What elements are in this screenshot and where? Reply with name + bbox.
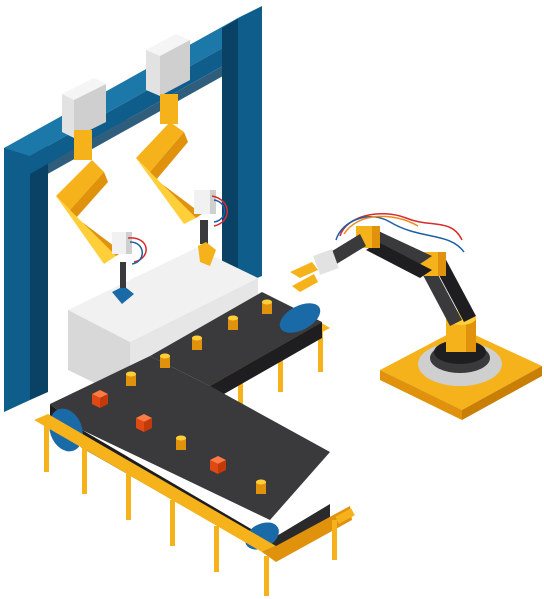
cylinder-item (126, 371, 136, 386)
cylinder-item (256, 479, 266, 494)
gantry-arm-left (56, 130, 147, 304)
belt-upper-edge (210, 322, 322, 402)
arm-right-wire (211, 195, 228, 227)
robot-base-joint-shade (466, 318, 476, 352)
carriage-left-top (62, 78, 106, 100)
robotic-arm (290, 212, 542, 420)
arm-left-lower-shade (70, 210, 122, 256)
robot-wire-orange (343, 215, 419, 235)
robot-base-plate-front (380, 370, 462, 420)
leg (44, 426, 49, 472)
carriage-right-side (160, 40, 190, 96)
arm-right-wrist-shade (210, 190, 216, 214)
leg (278, 348, 283, 392)
arm-right-upper (136, 122, 184, 172)
arm-left-wrist (112, 232, 130, 254)
robot-gripper-bottom (292, 274, 318, 292)
carriage-right-front (146, 50, 160, 96)
cylinder-item (160, 353, 170, 368)
cylinder-item (228, 315, 238, 330)
belt-upper-surface (150, 292, 322, 386)
gantry-inner-rail (44, 52, 248, 176)
carriage-left-front (62, 94, 74, 138)
conveyor-belt (34, 292, 355, 596)
conveyor-rail-front-right (262, 506, 352, 562)
cylinder-item (262, 299, 272, 314)
robot-gripper-top (290, 262, 318, 278)
arm-right-gripper (198, 242, 216, 266)
leg (238, 368, 243, 412)
gantry-left-post-front (4, 136, 30, 412)
gantry-left-post-side (30, 136, 48, 400)
cylinder-item (176, 435, 186, 450)
carriage-right-top (146, 34, 190, 56)
cube-item (92, 390, 108, 408)
leg (318, 328, 323, 372)
leg (126, 474, 131, 520)
cube-item (136, 414, 152, 432)
arm-right-upper-shade (150, 132, 188, 180)
belt-lower-surface (50, 356, 330, 520)
leg (82, 448, 87, 494)
rail-end-cap (335, 508, 355, 524)
arm-left-gripper-stem (120, 262, 126, 288)
leg (170, 500, 175, 546)
robot-shoulder-joint-shade (372, 226, 380, 248)
cube-item (210, 456, 226, 474)
arm-left-wire (127, 237, 147, 263)
belt-items (92, 299, 272, 494)
arm-left-upper-shade (70, 172, 108, 218)
conveyor-legs-lower (44, 426, 337, 596)
arm-left-wire-2 (129, 241, 143, 265)
robot-elbow-joint-shade (438, 252, 446, 276)
conveyor-rail-front-left (34, 414, 276, 552)
robot-base-plate-side (462, 366, 542, 420)
gantry-right-post-side (222, 18, 238, 286)
arm-left-gripper (112, 286, 134, 304)
arm-left-lower (56, 196, 116, 264)
arm-left-mount (74, 130, 92, 160)
cylinder-item (192, 335, 202, 350)
carriage-left-side (74, 84, 106, 138)
leg (332, 520, 337, 560)
leg (264, 556, 269, 596)
gantry-carriages (62, 34, 190, 138)
leg (214, 526, 219, 572)
arm-right-lower (136, 158, 196, 224)
machine-box-top (68, 248, 258, 342)
arm-right-gripper-stem (200, 220, 208, 244)
robot-wire-blue (335, 216, 465, 253)
arm-left-upper (56, 160, 104, 210)
arm-right-wire-2 (213, 199, 226, 223)
arm-left-wrist-shade (126, 232, 132, 254)
gantry-right-post-front (238, 6, 262, 286)
robot-wrist (313, 249, 339, 275)
arm-right-wrist (194, 190, 214, 214)
roller-upper-end (279, 303, 321, 333)
arm-right-mount (160, 94, 178, 124)
robot-upper-arm-2 (366, 242, 432, 278)
gantry-arm-right (136, 94, 228, 266)
arm-right-lower-shade (150, 172, 202, 218)
